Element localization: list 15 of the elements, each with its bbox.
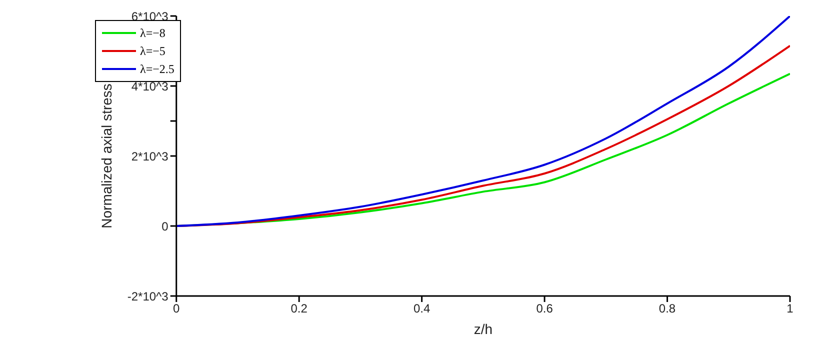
x-axis-title: z/h (474, 321, 493, 337)
x-tick-label: 1 (786, 302, 794, 316)
y-tick-label: 2*10^3 (131, 149, 169, 164)
legend-label: λ=−5 (140, 44, 166, 58)
y-tick-label: 0 (162, 219, 169, 234)
y-axis-title: Normalized axial stress (98, 84, 114, 228)
legend-label: λ=−8 (140, 26, 166, 40)
x-tick-label: 0.8 (658, 302, 676, 316)
x-tick-label: 0.2 (290, 302, 308, 316)
y-tick-label: -2*10^3 (127, 289, 169, 304)
x-tick-label: 0.6 (536, 302, 554, 316)
x-tick-label: 0.4 (413, 302, 430, 316)
y-tick-label: 4*10^3 (131, 79, 169, 94)
x-tick-label: 0 (173, 302, 180, 316)
legend-label: λ=−2.5 (140, 62, 174, 76)
